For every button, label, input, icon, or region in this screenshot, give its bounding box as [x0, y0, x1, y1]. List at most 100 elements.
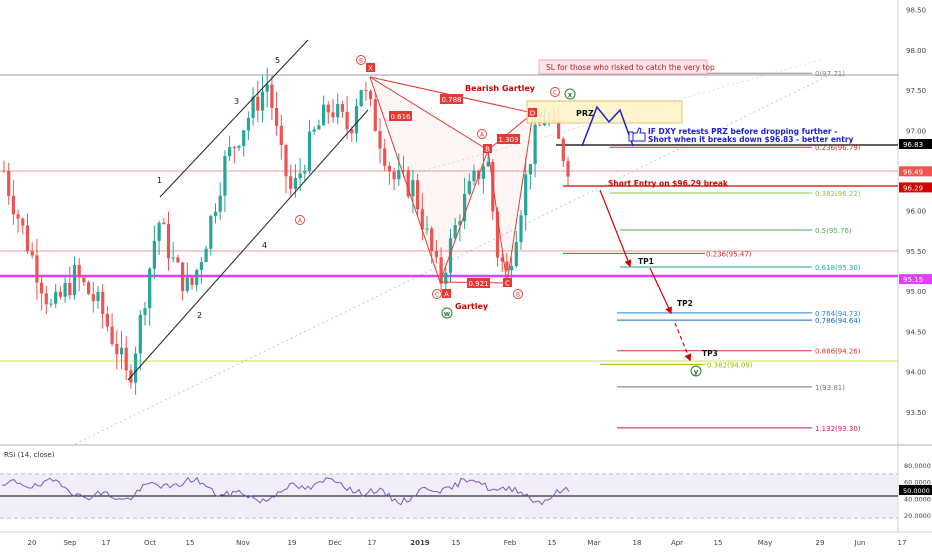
projection-arrow-2: [649, 267, 672, 315]
fib-level-label: 0.764(94.73): [815, 310, 861, 318]
candle: [307, 119, 312, 174]
candle: [218, 182, 222, 220]
candle: [528, 164, 532, 190]
tp1-label: TP1: [638, 257, 654, 266]
ratio-label: 0.921: [468, 280, 488, 288]
candle: [500, 253, 504, 272]
point-c-badge: C: [503, 278, 512, 288]
candle: [115, 330, 119, 370]
candle: [303, 164, 307, 182]
candle: [87, 280, 91, 295]
time-axis[interactable]: 20 Sep 17 Oct 15 Nov 19 Dec 17 2019 15 Feb 15 Mar 18 Ap…: [28, 539, 907, 547]
candle: [181, 262, 185, 301]
wave-number-4: 4: [262, 241, 267, 250]
candle: [420, 193, 424, 241]
rsi-badge: 50.0000: [899, 485, 932, 495]
candle: [359, 89, 363, 108]
price-tick-label: 95.00: [906, 288, 926, 296]
price-badge-label: 96.83: [903, 141, 923, 149]
channel-lower-line: [127, 109, 369, 381]
candle: [49, 298, 53, 308]
price-tick-label: 94.00: [906, 369, 926, 377]
price-tick-label: 94.50: [906, 328, 926, 336]
candle: [406, 166, 410, 199]
projection-arrow-1: [599, 189, 632, 268]
circle-marker-label: B: [359, 58, 363, 65]
candle: [298, 157, 302, 191]
candle: [275, 91, 279, 136]
candle: [566, 156, 570, 186]
channel-upper-line: [159, 39, 309, 198]
candle: [162, 218, 166, 225]
price-tick-label: 97.50: [906, 87, 926, 95]
candle: [204, 245, 208, 263]
time-tick-label: Sep: [63, 539, 77, 547]
wave-marker-label: w: [444, 310, 451, 318]
price-badge-label: 96.29: [903, 184, 923, 192]
candle: [77, 257, 81, 292]
candle: [505, 252, 509, 272]
candle: [463, 177, 467, 230]
circle-marker-c: C: [550, 87, 560, 97]
ratio-badge: 0.788: [440, 94, 463, 104]
candle: [195, 268, 199, 292]
candle: [256, 80, 260, 123]
candle: [11, 180, 15, 225]
circle-marker-c: C: [432, 289, 442, 299]
ratio-label: 0.788: [441, 96, 461, 104]
candle: [40, 274, 44, 311]
point-c-label: C: [505, 280, 510, 288]
price-badges: 96.83 96.49 96.29 95.15: [899, 138, 932, 285]
bearish-gartley-wing: [488, 113, 533, 283]
candle: [232, 145, 236, 164]
price-tick-label: 96.00: [906, 208, 926, 216]
candle: [467, 173, 471, 196]
candle: [331, 99, 335, 123]
candle: [110, 313, 114, 347]
price-tick-label: 98.00: [906, 47, 926, 55]
candle: [101, 284, 105, 329]
candle: [44, 286, 48, 315]
candle: [284, 143, 288, 194]
candle: [91, 281, 95, 313]
time-tick-label: Jun: [854, 539, 866, 547]
candle: [270, 75, 274, 121]
candle: [185, 262, 189, 294]
candle: [326, 101, 330, 124]
candle: [63, 276, 67, 303]
point-b-badge: B: [483, 144, 492, 154]
candle: [336, 93, 340, 125]
sl-note-box: [538, 59, 708, 75]
price-tick-label: 95.50: [906, 248, 926, 256]
circle-marker-label: A: [298, 218, 303, 225]
circle-marker-b: B: [513, 289, 523, 299]
candle: [416, 174, 420, 216]
candle: [21, 217, 25, 235]
candle: [425, 215, 429, 235]
fib-level-label: 1(93.81): [815, 384, 845, 392]
time-tick-label: 17: [102, 539, 111, 547]
candle: [166, 211, 171, 271]
ratio-badge: 0.616: [389, 111, 412, 121]
circle-marker-label: C: [553, 90, 557, 97]
bearish-gartley-xb: [369, 76, 489, 151]
candle: [472, 164, 476, 186]
candle: [510, 257, 514, 279]
circle-marker-a: A: [477, 129, 487, 139]
candle: [199, 256, 203, 284]
rsi-tick-label: 80.0000: [904, 462, 931, 470]
candle: [260, 75, 265, 123]
prz-box: [526, 100, 683, 124]
price-axis[interactable]: 93.5094.0094.5095.0095.5096.0096.5097.00…: [906, 7, 926, 417]
candlesticks: [2, 67, 570, 395]
candle: [519, 209, 523, 250]
rsi-tick-label: 60.0000: [904, 479, 931, 487]
candle: [312, 126, 316, 136]
candle: [453, 218, 457, 240]
candle: [124, 336, 128, 381]
time-tick-label: 20: [28, 539, 37, 547]
candle: [317, 119, 321, 130]
ratio-badge: 0.921: [467, 278, 490, 288]
time-tick-label: 18: [633, 539, 642, 547]
